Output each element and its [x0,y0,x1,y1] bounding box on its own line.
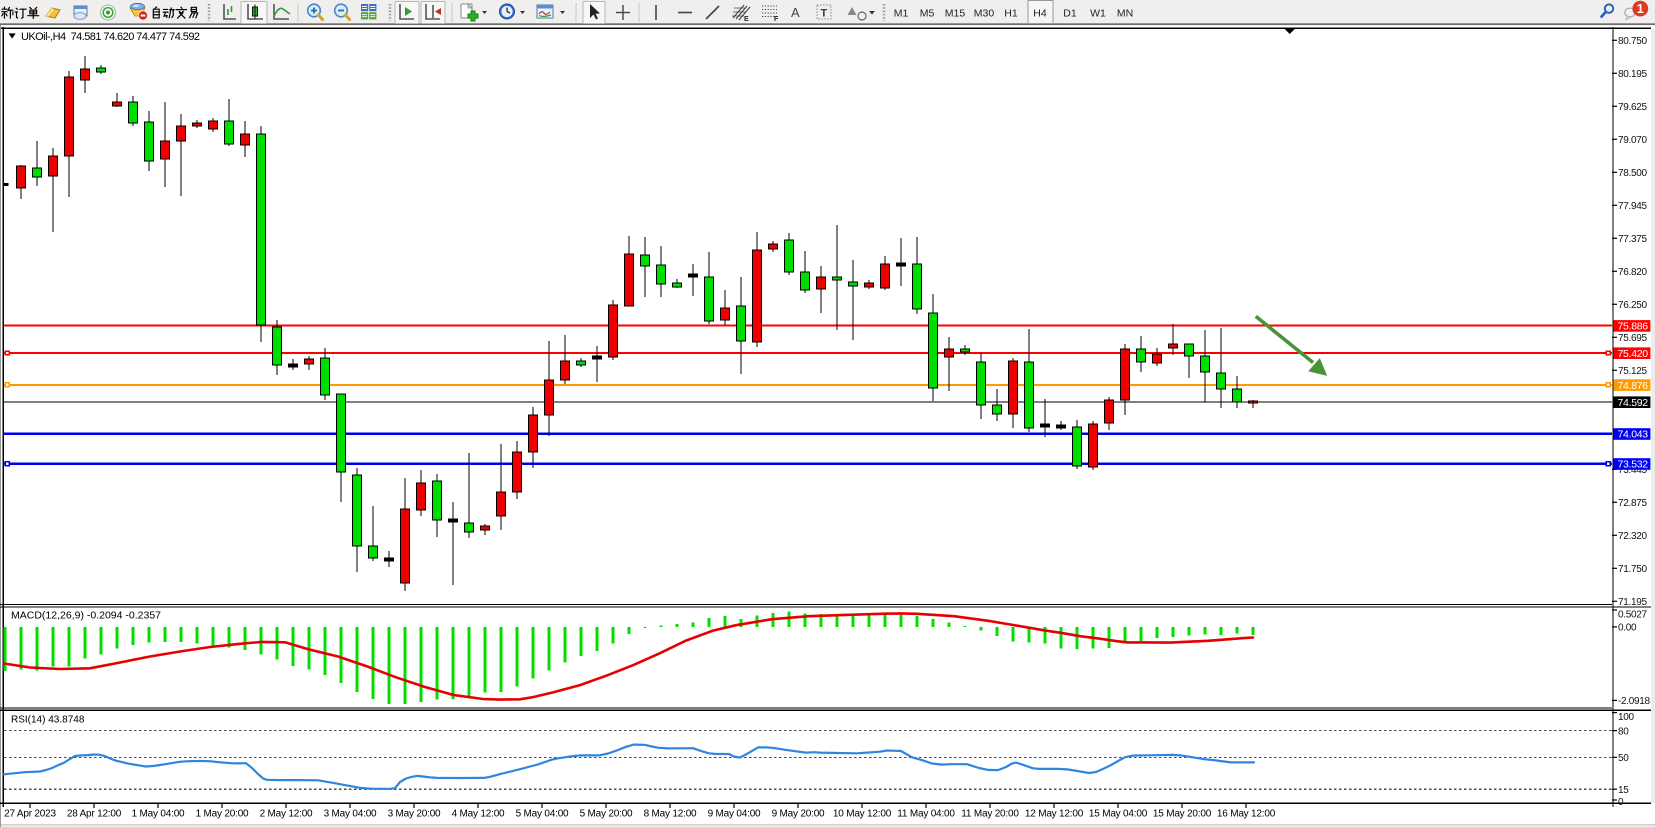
svg-text:M15: M15 [945,8,966,20]
svg-text:8 May 12:00: 8 May 12:00 [644,809,697,820]
svg-text:100: 100 [1618,712,1635,723]
svg-text:T: T [821,8,828,20]
svg-text:F: F [774,16,779,23]
svg-text:73.532: 73.532 [1618,459,1649,471]
svg-text:80.750: 80.750 [1618,36,1648,47]
svg-text:H1: H1 [1004,8,1018,20]
svg-text:15: 15 [1618,785,1629,796]
svg-text:50: 50 [1618,753,1629,764]
svg-text:73.445: 73.445 [1618,465,1648,476]
svg-text:72.875: 72.875 [1618,498,1648,509]
svg-text:3 May 20:00: 3 May 20:00 [388,809,441,820]
svg-text:11 May 04:00: 11 May 04:00 [897,809,955,820]
svg-text:4 May 12:00: 4 May 12:00 [452,809,505,820]
svg-text:80: 80 [1618,726,1629,737]
svg-text:78.500: 78.500 [1618,168,1648,179]
svg-text:0.5027: 0.5027 [1618,610,1648,621]
svg-text:16 May 12:00: 16 May 12:00 [1217,809,1276,820]
svg-text:M1: M1 [894,8,909,20]
svg-text:75.695: 75.695 [1618,333,1648,344]
svg-text:76.820: 76.820 [1618,267,1648,278]
svg-text:E: E [744,16,749,23]
svg-text:H4: H4 [1033,8,1047,20]
svg-text:75.420: 75.420 [1618,348,1649,360]
svg-text:79.625: 79.625 [1618,102,1648,113]
svg-text:77.375: 77.375 [1618,234,1648,245]
svg-text:RSI(14) 43.8748: RSI(14) 43.8748 [11,715,85,726]
svg-text:15 May 20:00: 15 May 20:00 [1153,809,1212,820]
svg-text:UKOil-,H4 74.581 74.620 74.47: UKOil-,H4 74.581 74.620 74.477 74.592 [21,31,200,43]
svg-text:71.750: 71.750 [1618,564,1648,575]
svg-text:72.320: 72.320 [1618,531,1648,542]
svg-text:M5: M5 [920,8,935,20]
svg-text:79.070: 79.070 [1618,135,1648,146]
svg-text:28 Apr 12:00: 28 Apr 12:00 [67,809,122,820]
svg-text:-2.0918: -2.0918 [1618,696,1651,707]
svg-text:A: A [791,5,800,20]
svg-text:MN: MN [1117,8,1133,20]
svg-text:0: 0 [1618,797,1624,808]
svg-text:12 May 12:00: 12 May 12:00 [1025,809,1084,820]
svg-text:15 May 04:00: 15 May 04:00 [1089,809,1148,820]
svg-text:1 May 04:00: 1 May 04:00 [132,809,185,820]
svg-text:1 May 20:00: 1 May 20:00 [196,809,249,820]
svg-text:9 May 04:00: 9 May 04:00 [708,809,761,820]
svg-text:2 May 12:00: 2 May 12:00 [260,809,313,820]
svg-text:3 May 04:00: 3 May 04:00 [324,809,377,820]
svg-text:71.195: 71.195 [1618,597,1648,608]
svg-text:74.043: 74.043 [1618,429,1649,441]
svg-text:5 May 20:00: 5 May 20:00 [580,809,633,820]
svg-text:75.125: 75.125 [1618,366,1648,377]
svg-text:M30: M30 [974,8,995,20]
svg-text:75.886: 75.886 [1618,321,1649,333]
svg-text:74.592: 74.592 [1618,397,1649,409]
svg-text:D1: D1 [1063,8,1077,20]
svg-text:5 May 04:00: 5 May 04:00 [516,809,569,820]
svg-text:80.195: 80.195 [1618,69,1648,80]
svg-text:11 May 20:00: 11 May 20:00 [961,809,1019,820]
svg-text:MACD(12,26,9) -0.2094 -0.2357: MACD(12,26,9) -0.2094 -0.2357 [11,610,161,622]
svg-text:76.250: 76.250 [1618,300,1648,311]
svg-text:0.00: 0.00 [1618,623,1637,634]
svg-text:10 May 12:00: 10 May 12:00 [833,809,892,820]
svg-text:74.876: 74.876 [1618,380,1649,392]
svg-text:1: 1 [1637,1,1644,16]
svg-text:77.945: 77.945 [1618,201,1648,212]
svg-text:9 May 20:00: 9 May 20:00 [772,809,825,820]
svg-text:27 Apr 2023: 27 Apr 2023 [4,809,56,820]
svg-text:W1: W1 [1090,8,1106,20]
